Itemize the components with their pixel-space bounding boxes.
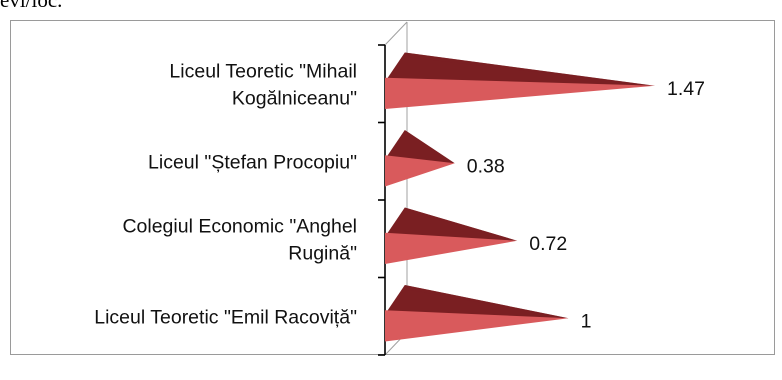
pyramid-side-face [404, 130, 455, 164]
clipped-heading-text: evi/loc. [0, 0, 63, 12]
pyramid-top-face [385, 130, 455, 164]
category-tick-label: Colegiul Economic "Anghel [122, 215, 357, 237]
pyramid-front-face [385, 77, 655, 109]
pyramid-side-face [404, 207, 518, 241]
pyramid-side-face [404, 285, 569, 319]
top-wall-edge [384, 21, 408, 46]
data-label: 1.47 [667, 78, 705, 100]
data-label: 1 [581, 310, 592, 332]
pyramid-front-face [385, 155, 455, 187]
data-label: 0.72 [529, 233, 567, 255]
pyramid-side-face [404, 52, 655, 86]
pyramid-top-face [385, 207, 518, 241]
category-tick-label: Liceul Teoretic "Emil Racoviță" [94, 306, 357, 328]
pyramid-front-face [385, 232, 518, 264]
chart-frame [10, 20, 775, 355]
category-tick-label: Kogălniceanu" [232, 87, 357, 109]
category-tick-label: Liceul Teoretic "Mihail [169, 60, 357, 82]
data-label: 0.38 [467, 155, 505, 177]
pyramid-front-face [385, 310, 569, 342]
category-tick-label: Liceul "Ștefan Procopiu" [148, 151, 357, 173]
category-tick-label: Rugină" [288, 242, 357, 264]
